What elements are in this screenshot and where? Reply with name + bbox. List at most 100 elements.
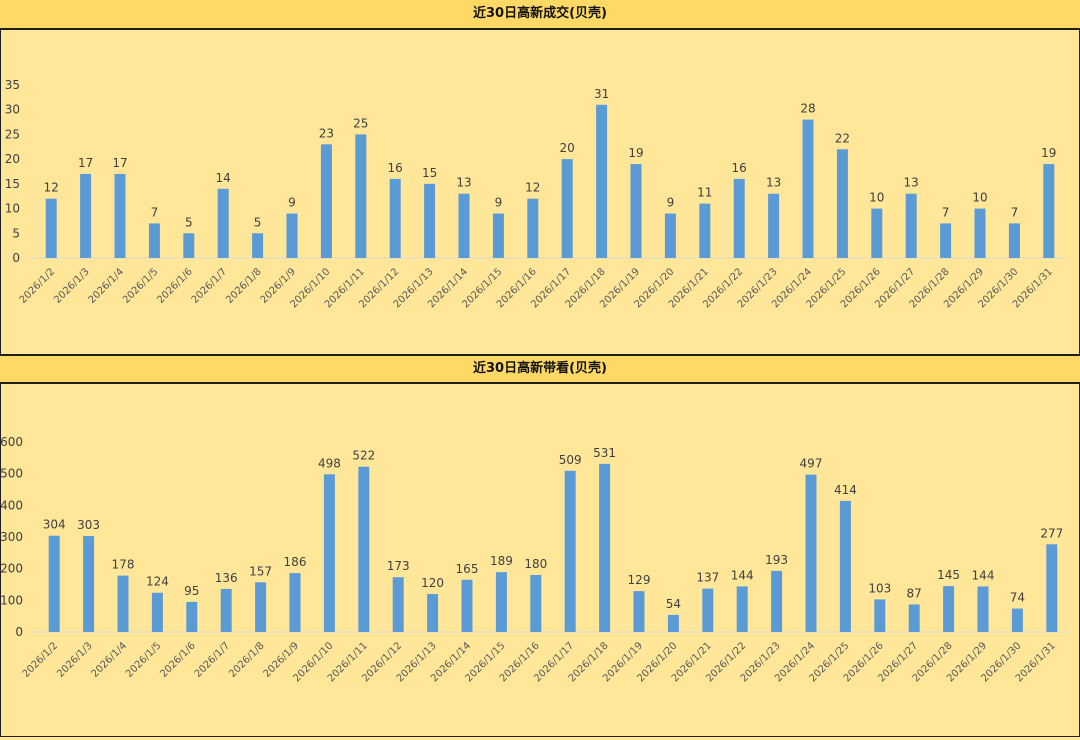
bar <box>805 474 817 632</box>
bar <box>874 599 886 632</box>
data-label: 277 <box>1040 526 1063 540</box>
bar <box>561 159 573 258</box>
x-tick-label: 2026/1/6 <box>155 266 195 306</box>
bar <box>733 178 745 258</box>
data-label: 13 <box>766 176 781 190</box>
bar <box>699 203 711 258</box>
y-tick-label: 0 <box>12 251 20 265</box>
bar <box>736 586 748 632</box>
data-label: 137 <box>696 571 719 585</box>
data-label: 144 <box>972 568 995 582</box>
bar <box>48 535 60 632</box>
bar <box>358 466 370 632</box>
x-tick-label: 2026/1/2 <box>21 640 61 680</box>
bar <box>186 601 198 632</box>
bar <box>220 588 232 632</box>
data-label: 414 <box>834 483 857 497</box>
y-tick-label: 35 <box>5 78 20 92</box>
data-label: 20 <box>560 141 575 155</box>
y-tick-label: 25 <box>5 127 20 141</box>
data-label: 11 <box>697 186 712 200</box>
x-tick-label: 2026/1/5 <box>121 266 161 306</box>
data-label: 165 <box>456 562 479 576</box>
data-label: 509 <box>559 453 582 467</box>
data-label: 498 <box>318 456 341 470</box>
data-label: 74 <box>1010 591 1025 605</box>
data-label: 136 <box>215 571 238 585</box>
bar <box>1011 608 1023 632</box>
data-label: 17 <box>78 156 93 170</box>
bar <box>771 570 783 632</box>
bar <box>323 474 335 632</box>
data-label: 303 <box>77 518 100 532</box>
bar <box>148 223 160 258</box>
chart1-title: 近30日高新成交(贝壳) <box>0 0 1080 30</box>
bar <box>114 173 126 258</box>
bar <box>389 178 401 258</box>
data-label: 23 <box>319 126 334 140</box>
data-label: 304 <box>43 518 66 532</box>
data-label: 124 <box>146 575 169 589</box>
data-label: 87 <box>907 586 922 600</box>
bar <box>286 213 298 258</box>
chart1-area: 0 5 10 15 20 25 30 35 12 2026/1/2 17 2026/1/3 17 2026… <box>0 30 1080 354</box>
data-label: 522 <box>352 449 375 463</box>
bar <box>530 575 542 632</box>
x-tick-label: 2026/1/3 <box>52 266 92 306</box>
data-label: 497 <box>800 457 823 471</box>
chart2-title: 近30日高新带看(贝壳) <box>0 354 1080 384</box>
x-tick-label: 2026/1/4 <box>90 640 130 680</box>
y-tick-label: 20 <box>5 152 20 166</box>
bar <box>836 149 848 258</box>
data-label: 9 <box>495 196 503 210</box>
bar <box>527 198 539 258</box>
data-label: 10 <box>869 191 884 205</box>
x-tick-label: 2026/1/8 <box>227 640 267 680</box>
bar <box>940 223 952 258</box>
y-tick-label: 300 <box>1 530 23 544</box>
bar <box>83 536 95 632</box>
data-label: 173 <box>387 559 410 573</box>
x-tick-label: 2026/1/5 <box>124 640 164 680</box>
data-label: 7 <box>151 205 159 219</box>
chart1-svg: 0 5 10 15 20 25 30 35 12 2026/1/2 17 2026/1/3 17 2026… <box>5 78 1066 310</box>
data-label: 144 <box>731 568 754 582</box>
bar <box>1046 544 1058 632</box>
bar <box>633 591 645 632</box>
bar <box>80 173 92 258</box>
data-label: 54 <box>666 597 681 611</box>
bar <box>564 470 576 632</box>
bar <box>768 193 780 258</box>
x-tick-label: 2026/1/3 <box>55 640 95 680</box>
data-label: 19 <box>628 146 643 160</box>
data-label: 14 <box>216 171 231 185</box>
bar <box>871 208 883 258</box>
data-label: 7 <box>942 205 950 219</box>
y-tick-label: 10 <box>5 202 20 216</box>
bar <box>492 213 504 258</box>
data-label: 31 <box>594 87 609 101</box>
data-label: 12 <box>525 181 540 195</box>
bar <box>943 586 955 632</box>
bar <box>255 582 267 632</box>
bar <box>424 183 436 258</box>
bar <box>839 500 851 632</box>
bar <box>977 586 989 632</box>
bar <box>458 193 470 258</box>
data-label: 103 <box>868 581 891 595</box>
bar <box>974 208 986 258</box>
bar <box>289 573 301 632</box>
data-label: 189 <box>490 554 513 568</box>
bar <box>392 577 404 632</box>
x-tick-label: 2026/1/4 <box>87 266 127 306</box>
data-label: 531 <box>593 446 616 460</box>
bar <box>151 592 163 632</box>
bar <box>599 463 611 632</box>
x-tick-label: 2026/1/6 <box>158 640 198 680</box>
data-label: 95 <box>184 584 199 598</box>
bar <box>908 604 920 632</box>
bar <box>355 134 367 258</box>
bar <box>667 614 679 632</box>
data-label: 16 <box>388 161 403 175</box>
bar <box>320 144 332 258</box>
